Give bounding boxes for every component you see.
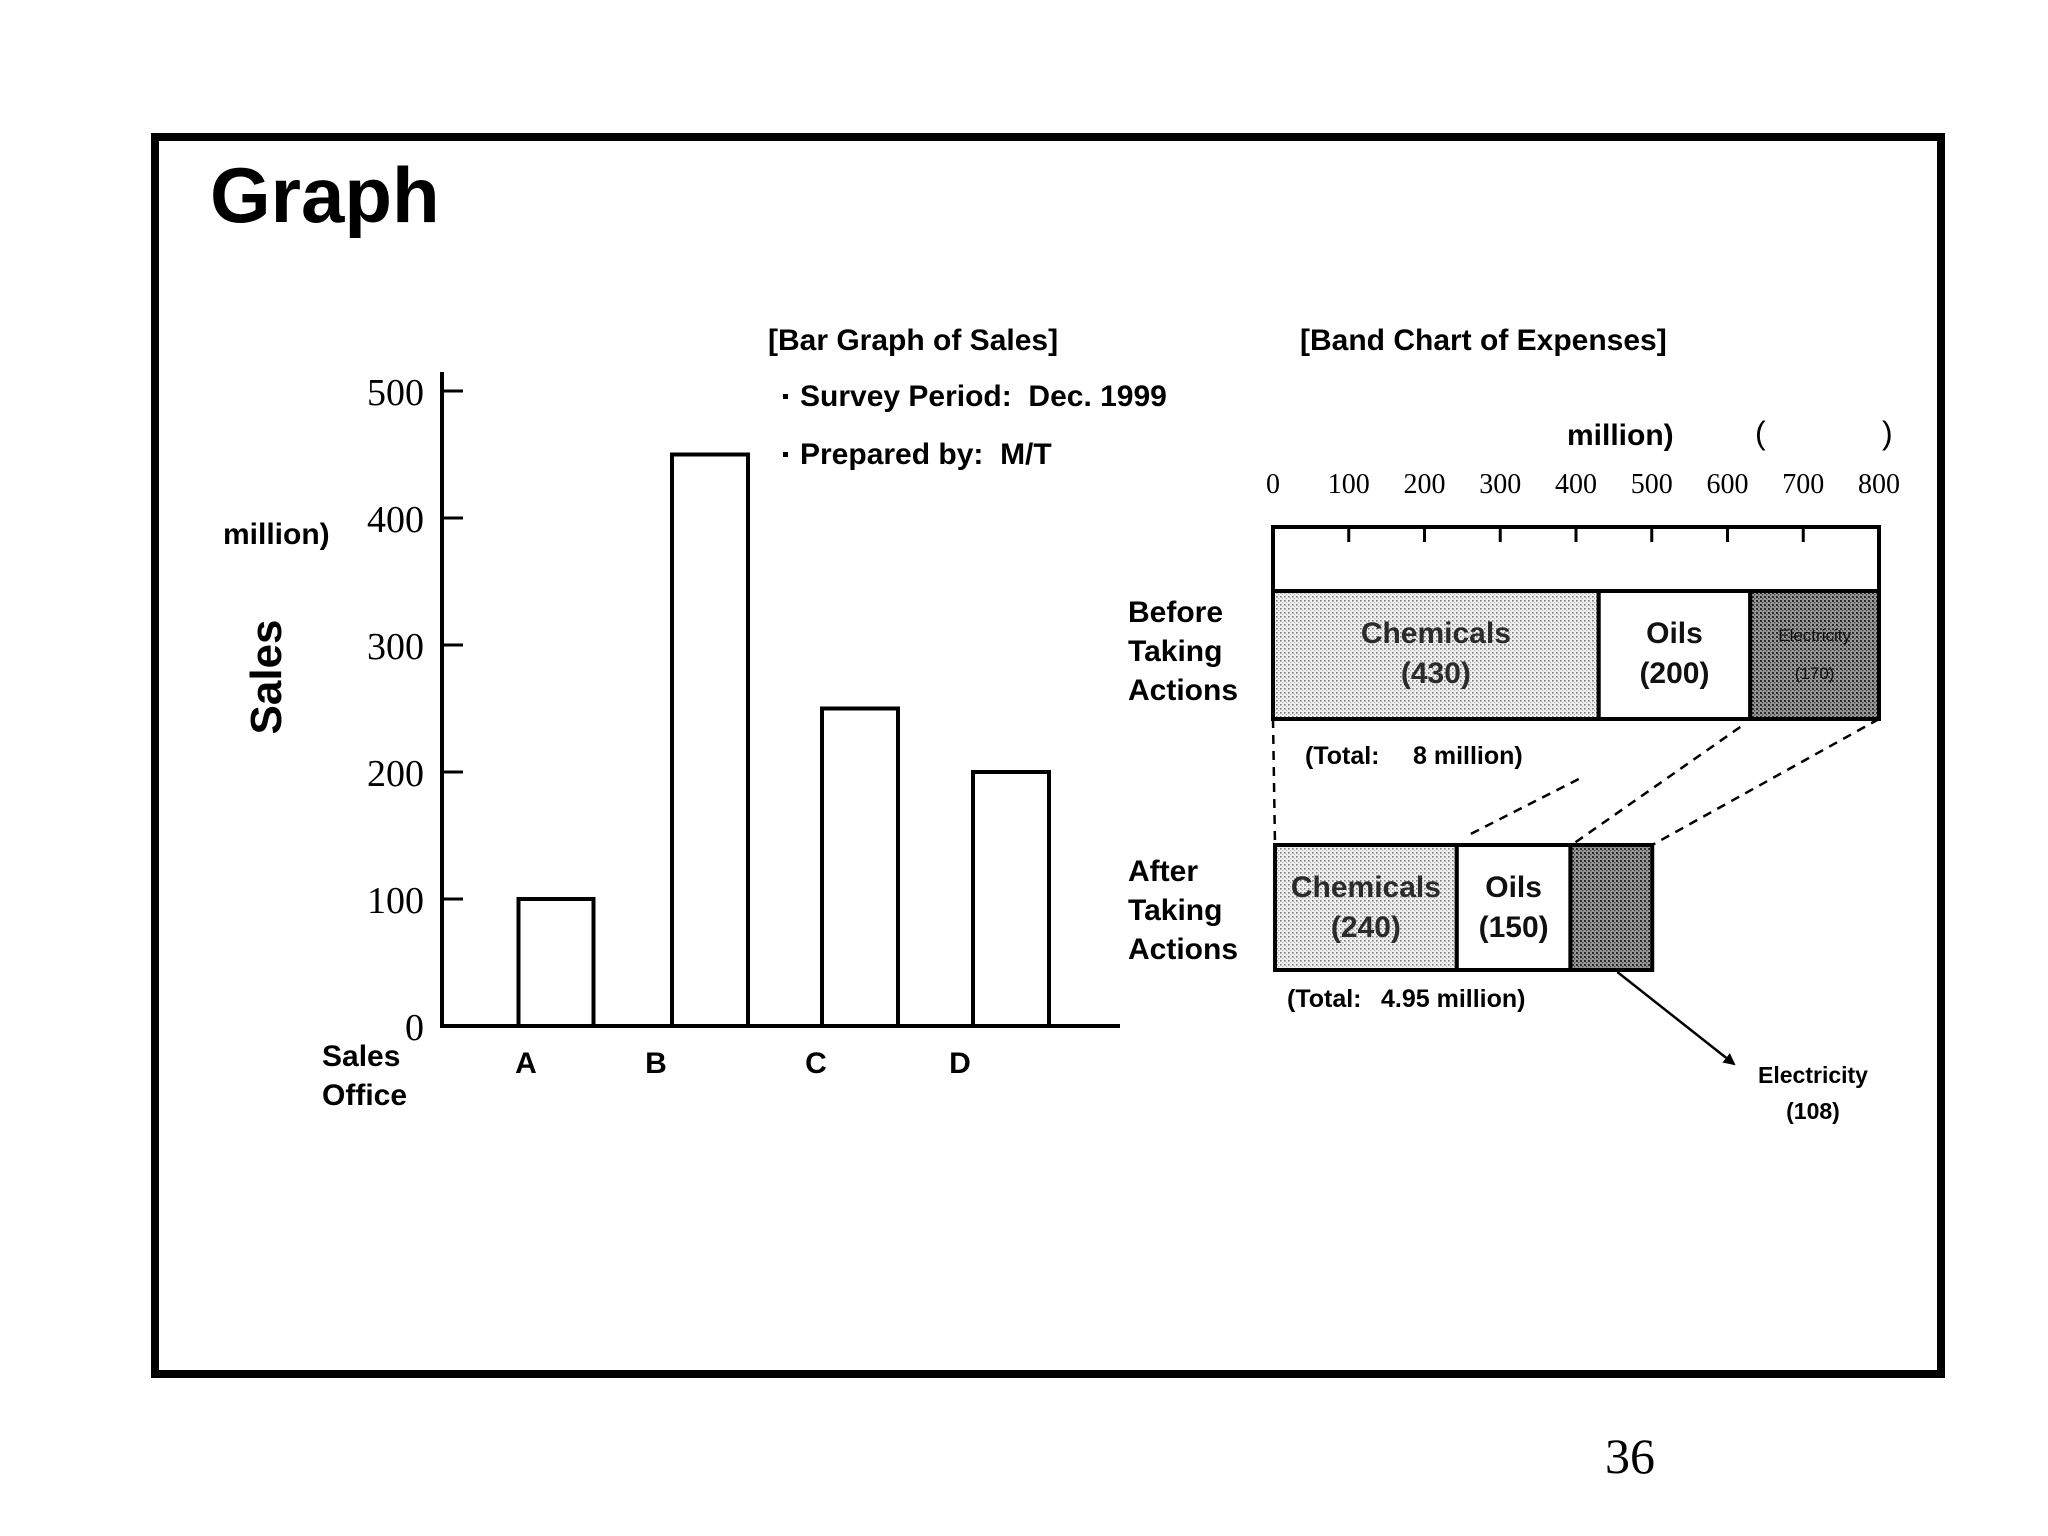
- prepared-by-note: Prepared by: M/T: [800, 438, 1052, 471]
- sales-y-unit: million): [223, 518, 330, 551]
- page-number: 36: [1605, 1428, 1655, 1484]
- slide-frame: [151, 133, 1945, 1378]
- sales-y-tick-label: 400: [367, 499, 424, 541]
- expenses-x-tick-label: 800: [1858, 469, 1900, 500]
- expenses-callout-value: (108): [1786, 1098, 1840, 1124]
- expenses-segment: [1568, 843, 1655, 972]
- sales-y-tick-label: 0: [405, 1007, 424, 1049]
- expenses-x-tick-label: 100: [1328, 469, 1370, 500]
- expenses-x-tick-label: 500: [1631, 469, 1673, 500]
- expenses-unit: million): [1567, 419, 1674, 452]
- survey-period-note: Survey Period: Dec. 1999: [800, 380, 1167, 413]
- expenses-segment: [1748, 589, 1881, 721]
- expenses-row-label: Actions: [1128, 933, 1238, 966]
- expenses-x-tick-label: 0: [1266, 469, 1280, 500]
- expenses-connector-line: [1573, 725, 1741, 845]
- sales-bar-chart: [Bar Graph of Sales] Survey Period: Dec.…: [223, 324, 1167, 1112]
- expenses-total-value: 4.95 million): [1381, 985, 1525, 1013]
- band-plot-area: 0 100 200 300 400 500 600 700 800 Before Taking Act…: [1128, 469, 1900, 1124]
- sales-x-axis-label-line-2: Office: [322, 1079, 407, 1112]
- sales-chart-note-1: Survey Period: Dec. 1999: [783, 380, 1167, 413]
- sales-category-label: A: [515, 1047, 537, 1080]
- expenses-callout-name: Electricity: [1758, 1062, 1868, 1088]
- expenses-chart-title: [Band Chart of Expenses]: [1300, 324, 1667, 357]
- expenses-band-chart: [Band Chart of Expenses] million) ( ) 0 1…: [1128, 324, 1900, 1124]
- sales-category-label: D: [949, 1047, 971, 1080]
- expenses-segment-value: (200): [1639, 657, 1709, 690]
- expenses-segment-name: Oils: [1485, 871, 1542, 904]
- sales-bar: [971, 770, 1051, 1028]
- expenses-segment: [1454, 843, 1573, 972]
- expenses-x-tick-label: 600: [1707, 469, 1749, 500]
- expenses-x-tick-label: 200: [1404, 469, 1446, 500]
- expenses-segment-name: Oils: [1646, 617, 1703, 650]
- sales-x-axis-label: Sales Office: [322, 1040, 407, 1112]
- expenses-row: After Taking Actions (Total: 4.95 million) Ch…: [1128, 843, 1868, 1124]
- expenses-connector-line: [1464, 777, 1580, 839]
- sales-category-label: C: [805, 1047, 827, 1080]
- expenses-segment: [1271, 589, 1601, 721]
- expenses-total-prefix: (Total:: [1305, 742, 1380, 770]
- expenses-row-label: Before: [1128, 596, 1223, 629]
- expenses-segment: [1273, 843, 1459, 972]
- sales-bar: [516, 897, 596, 1028]
- expenses-connector-line: [1271, 718, 1277, 846]
- expenses-x-tick-label: 400: [1555, 469, 1597, 500]
- expenses-row: Before Taking Actions (Total: 8 million) Chem…: [1128, 589, 1881, 770]
- sales-x-axis-label-line-1: Sales: [322, 1040, 400, 1073]
- expenses-segment-name: Chemicals: [1361, 617, 1511, 650]
- sales-y-tick-label: 100: [367, 880, 424, 922]
- expenses-x-tick-label: 300: [1479, 469, 1521, 500]
- expenses-segment-value: (150): [1479, 911, 1549, 944]
- expenses-segment-value: (240): [1331, 911, 1401, 944]
- expenses-row-label: Taking: [1128, 894, 1222, 927]
- expenses-segment-name: Chemicals: [1291, 871, 1441, 904]
- sales-category-label: B: [645, 1047, 667, 1080]
- expenses-connector-line: [1651, 717, 1880, 847]
- electricity-callout-arrow: [1616, 971, 1736, 1066]
- expenses-row-label: After: [1128, 855, 1198, 888]
- expenses-unit-bracket-open: (: [1755, 415, 1766, 451]
- expenses-segment-value: (170): [1795, 664, 1835, 683]
- expenses-unit-bracket-close: ): [1882, 415, 1893, 451]
- expenses-total-prefix: (Total:: [1287, 985, 1362, 1013]
- expenses-total-value: 8 million): [1413, 742, 1523, 770]
- sales-y-tick-label: 300: [367, 626, 424, 668]
- sales-chart-note-2: Prepared by: M/T: [783, 438, 1052, 471]
- expenses-segment-name: Electricity: [1778, 626, 1851, 645]
- note-bullet-icon: [783, 452, 788, 457]
- expenses-x-tick-label: 700: [1782, 469, 1824, 500]
- sales-y-axis-label: Sales: [242, 620, 291, 735]
- expenses-segment: [1596, 589, 1753, 721]
- sales-plot-area: 0 100 200 300 400 500 A B C D: [367, 372, 1120, 1080]
- sales-y-tick-label: 500: [367, 372, 424, 414]
- sales-chart-title: [Bar Graph of Sales]: [768, 324, 1058, 357]
- sales-y-tick-label: 200: [367, 753, 424, 795]
- sales-bar: [820, 706, 900, 1028]
- slide-title: Graph: [210, 151, 440, 239]
- expenses-segment-value: (430): [1401, 657, 1471, 690]
- note-bullet-icon: [783, 394, 788, 399]
- sales-bar: [670, 452, 750, 1028]
- expenses-row-label: Taking: [1128, 635, 1222, 668]
- expenses-row-label: Actions: [1128, 674, 1238, 707]
